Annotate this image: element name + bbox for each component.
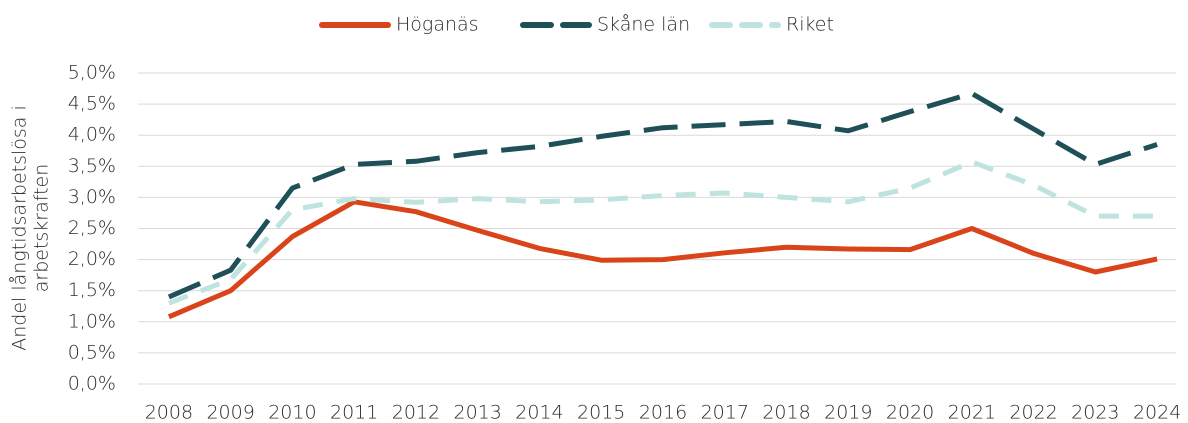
series-line xyxy=(168,159,1158,306)
y-tick-label: 1,0% xyxy=(68,310,116,332)
x-tick-label: 2010 xyxy=(268,402,316,423)
y-tick-label: 0,5% xyxy=(68,341,116,363)
x-tick-label: 2018 xyxy=(762,402,810,423)
x-tick-label: 2019 xyxy=(824,402,872,423)
legend-label: Skåne län xyxy=(597,14,690,36)
x-tick-label: 2015 xyxy=(577,402,625,423)
y-tick-label: 3,5% xyxy=(68,155,116,177)
y-tick-label: 0,0% xyxy=(68,373,116,395)
series-line xyxy=(167,199,1158,320)
y-tick-label: 5,0% xyxy=(68,62,116,84)
y-axis-label-line: Andel långtidsarbetslösa i xyxy=(9,105,31,350)
x-tick-label: 2013 xyxy=(454,402,502,423)
x-tick-label: 2017 xyxy=(701,402,749,423)
y-tick-label: 4,5% xyxy=(68,93,116,115)
y-tick-label: 1,5% xyxy=(68,279,116,301)
x-tick-label: 2012 xyxy=(392,402,440,423)
legend-label: Höganäs xyxy=(396,14,479,36)
y-tick-label: 2,0% xyxy=(68,248,116,270)
y-tick-label: 3,0% xyxy=(68,186,116,208)
y-axis-label-line: arbetskraften xyxy=(31,164,53,293)
x-tick-label: 2020 xyxy=(886,402,934,423)
x-tick-label: 2023 xyxy=(1071,402,1119,423)
x-tick-label: 2021 xyxy=(948,402,996,423)
legend-label: Riket xyxy=(786,14,834,36)
x-tick-label: 2011 xyxy=(330,402,378,423)
x-tick-label: 2024 xyxy=(1133,402,1181,423)
x-tick-label: 2014 xyxy=(515,402,563,423)
y-tick-label: 4,0% xyxy=(68,124,116,146)
x-tick-label: 2022 xyxy=(1009,402,1057,423)
y-tick-label: 2,5% xyxy=(68,217,116,239)
x-tick-label: 2016 xyxy=(639,402,687,423)
x-tick-label: 2008 xyxy=(145,402,193,423)
x-tick-label: 2009 xyxy=(206,402,254,423)
y-axis-label: Andel långtidsarbetslösa i arbetskraften xyxy=(9,105,53,350)
series-line xyxy=(167,91,1158,300)
